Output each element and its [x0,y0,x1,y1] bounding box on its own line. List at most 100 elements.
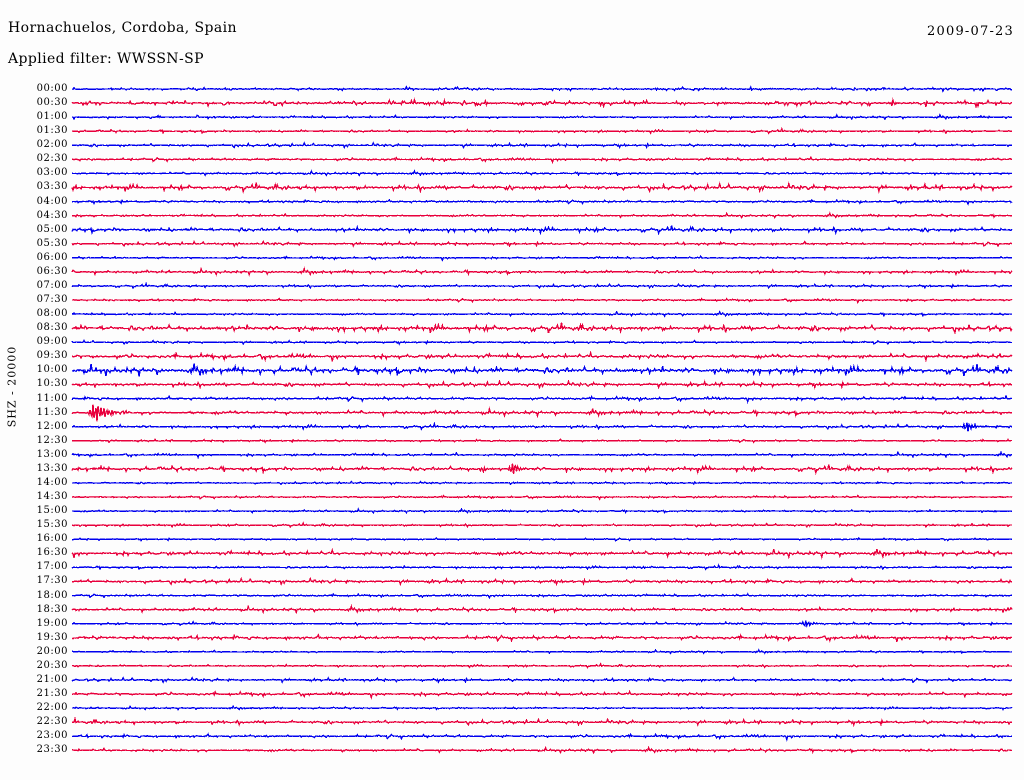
trace-row-0800 [71,310,1013,318]
trace-row-0000 [71,85,1013,93]
time-label-1500: 15:00 [36,505,68,517]
trace-row-2130 [71,689,1013,700]
time-label-2230: 22:30 [36,716,68,728]
time-label-1930: 19:30 [36,631,68,643]
time-label-1700: 17:00 [36,561,68,573]
trace-row-1930 [71,633,1013,643]
time-label-0530: 05:30 [36,237,68,249]
trace-row-0900 [71,339,1013,346]
trace-row-1130 [71,404,1012,422]
time-label-1400: 14:00 [36,476,68,488]
time-label-2030: 20:30 [36,659,68,671]
time-label-0030: 00:30 [36,97,68,109]
time-label-1430: 14:30 [36,491,68,503]
trace-row-0030 [71,97,1013,109]
time-label-1100: 11:00 [36,392,68,404]
trace-row-1830 [71,604,1013,615]
time-label-1330: 13:30 [36,462,68,474]
trace-row-0830 [71,322,1013,335]
trace-row-0700 [71,281,1013,290]
trace-row-0230 [71,155,1012,165]
time-label-0730: 07:30 [36,294,68,306]
trace-row-0130 [71,126,1013,135]
trace-row-1300 [71,450,1013,460]
applied-filter-label: Applied filter: WWSSN-SP [8,51,204,67]
trace-row-0730 [71,297,1013,304]
trace-row-0500 [71,224,1013,236]
trace-row-2030 [71,662,1013,669]
time-label-2000: 20:00 [36,645,68,657]
trace-row-0430 [71,211,1013,220]
time-label-0700: 07:00 [36,279,68,291]
time-label-2130: 21:30 [36,688,68,699]
trace-row-0530 [71,239,1013,248]
trace-row-2300 [71,732,1013,742]
trace-row-1000 [71,363,1013,377]
time-label-0000: 00:00 [36,83,68,94]
trace-row-1600 [71,536,1013,542]
time-label-0400: 04:00 [36,195,68,207]
time-label-1730: 17:30 [36,575,68,587]
time-label-1000: 10:00 [36,364,68,376]
time-label-2100: 21:00 [36,673,68,685]
time-label-0100: 01:00 [36,111,68,123]
page-title: Hornachuelos, Cordoba, Spain [8,20,237,36]
trace-row-1400 [71,480,1013,486]
time-label-1530: 15:30 [36,519,68,531]
time-label-1200: 12:00 [36,420,68,432]
time-label-1830: 18:30 [36,603,68,615]
trace-row-0400 [71,198,1013,206]
trace-row-0630 [71,266,1013,277]
trace-row-1200 [71,421,1013,432]
time-label-2300: 23:00 [36,730,68,742]
time-label-0330: 03:30 [36,181,68,193]
trace-row-1900 [71,620,1013,629]
time-label-0430: 04:30 [36,209,68,221]
time-label-2330: 23:30 [36,744,68,756]
time-label-1130: 11:30 [36,406,68,418]
trace-row-1330 [71,463,1013,475]
trace-row-1800 [71,592,1013,600]
time-label-0630: 06:30 [36,265,68,277]
trace-row-2330 [71,745,1013,755]
time-label-1900: 19:00 [36,617,68,629]
trace-row-2200 [71,704,1013,711]
time-label-0600: 06:00 [36,251,68,263]
time-label-0130: 01:30 [36,125,68,137]
trace-row-1730 [71,576,1013,587]
seismogram-traces [71,85,1013,755]
trace-row-1700 [71,563,1013,571]
time-label-1030: 10:30 [36,378,68,390]
time-label-1300: 13:00 [36,448,68,460]
trace-row-1530 [71,521,1012,529]
trace-row-1030 [71,379,1013,390]
time-label-1230: 12:30 [36,434,68,446]
time-label-0800: 08:00 [36,308,68,320]
trace-row-1230 [71,438,1013,444]
trace-row-0330 [71,181,1013,195]
trace-row-2230 [71,716,1013,727]
trace-row-2100 [71,676,1013,684]
time-label-0200: 02:00 [36,139,68,151]
time-label-0900: 09:00 [36,336,68,348]
trace-row-0930 [71,350,1013,363]
time-label-0930: 09:30 [36,350,68,362]
trace-row-1500 [71,507,1012,515]
trace-row-2000 [71,648,1013,655]
trace-row-0600 [71,254,1013,262]
trace-row-0100 [71,113,1013,121]
time-label-0300: 03:00 [36,167,68,179]
time-label-1600: 16:00 [36,533,68,545]
trace-row-1630 [71,547,1013,560]
time-label-0500: 05:00 [36,223,68,235]
time-label-0230: 02:30 [36,153,68,165]
time-label-0830: 08:30 [36,322,68,334]
trace-row-0300 [71,169,1013,177]
trace-row-0200 [72,141,1013,150]
trace-row-1430 [71,494,1013,501]
record-date: 2009-07-23 [927,24,1014,39]
helicorder-plot-area: 00:00 00:30 01:00 01:30 02:00 02:30 03:00 03:30… [0,82,1024,772]
trace-row-1100 [71,394,1013,404]
time-label-1630: 16:30 [36,547,68,559]
